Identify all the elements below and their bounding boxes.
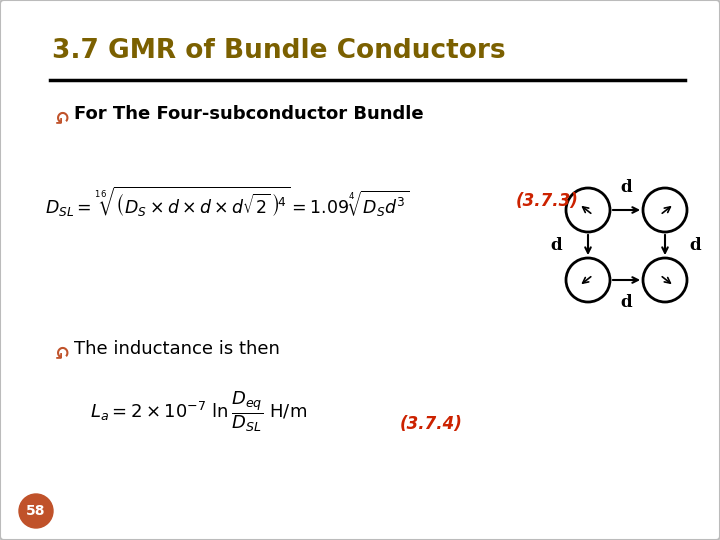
Circle shape — [19, 494, 53, 528]
Text: ↺: ↺ — [52, 105, 67, 123]
Text: $D_{SL} = \sqrt[16]{\left(D_S \times d \times d \times d\sqrt{2}\,\right)^{\!4}}: $D_{SL} = \sqrt[16]{\left(D_S \times d \… — [45, 185, 409, 219]
Text: 3.7 GMR of Bundle Conductors: 3.7 GMR of Bundle Conductors — [52, 38, 505, 64]
Text: d: d — [689, 237, 701, 253]
Text: d: d — [620, 179, 632, 196]
Text: For The Four-subconductor Bundle: For The Four-subconductor Bundle — [74, 105, 423, 123]
Text: (3.7.3): (3.7.3) — [516, 192, 579, 210]
Text: d: d — [550, 237, 562, 253]
Text: The inductance is then: The inductance is then — [74, 340, 280, 358]
Text: 58: 58 — [26, 504, 46, 518]
Text: ↺: ↺ — [52, 340, 67, 358]
Text: d: d — [620, 294, 632, 311]
Text: $L_a = 2 \times 10^{-7}\ \ln\dfrac{D_{eq}}{D_{SL}}\ \mathrm{H/m}$: $L_a = 2 \times 10^{-7}\ \ln\dfrac{D_{eq… — [90, 390, 307, 435]
Text: (3.7.4): (3.7.4) — [400, 415, 463, 433]
